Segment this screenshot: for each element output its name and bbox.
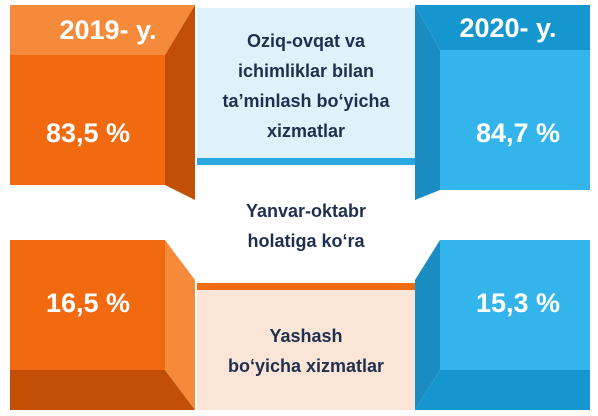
panel-label: Yashash bbox=[269, 326, 342, 346]
box-front-face bbox=[440, 240, 590, 370]
bottom-panel-bar bbox=[197, 283, 415, 290]
box-bottom-face bbox=[415, 370, 590, 410]
panel-label: Oziq-ovqat va bbox=[247, 31, 366, 51]
middle-label: Yanvar-oktabr bbox=[246, 201, 366, 221]
box-side-face bbox=[415, 5, 440, 200]
box-side-face bbox=[165, 5, 195, 200]
panel-label: ichimliklar bilan bbox=[238, 61, 374, 81]
value-label: 83,5 % bbox=[46, 118, 130, 148]
bottom-panel bbox=[197, 290, 415, 410]
year-label: 2019- y. bbox=[59, 15, 156, 45]
middle-label: holatiga ko‘ra bbox=[247, 231, 365, 251]
box-front-face bbox=[10, 55, 165, 185]
box-front-face bbox=[10, 240, 165, 370]
box-front-face bbox=[440, 50, 590, 190]
box-top-face bbox=[10, 5, 195, 55]
year-label: 2020- y. bbox=[459, 13, 556, 43]
box-top-face bbox=[415, 5, 590, 50]
top-panel bbox=[197, 8, 415, 158]
box-side-face bbox=[415, 240, 440, 410]
box-side-face bbox=[165, 240, 195, 410]
value-label: 16,5 % bbox=[46, 288, 130, 318]
panel-label: bo‘yicha xizmatlar bbox=[228, 356, 384, 376]
value-label: 84,7 % bbox=[476, 118, 560, 148]
top-panel-bar bbox=[197, 158, 415, 165]
box-bottom-face bbox=[10, 370, 195, 410]
panel-label: xizmatlar bbox=[267, 121, 345, 141]
value-label: 15,3 % bbox=[476, 288, 560, 318]
panel-label: ta’minlash bo‘yicha bbox=[222, 91, 390, 111]
